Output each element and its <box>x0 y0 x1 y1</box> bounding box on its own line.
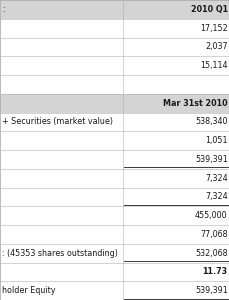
Bar <box>0 188 229 206</box>
Text: 7,324: 7,324 <box>204 174 227 183</box>
Bar <box>0 75 229 94</box>
Text: + Securities (market value): + Securities (market value) <box>2 117 113 126</box>
Text: 2,037: 2,037 <box>204 42 227 51</box>
Text: 532,068: 532,068 <box>194 249 227 258</box>
Text: 1,051: 1,051 <box>204 136 227 145</box>
Text: : (45353 shares outstanding): : (45353 shares outstanding) <box>2 249 118 258</box>
Text: 539,391: 539,391 <box>194 155 227 164</box>
Bar <box>0 262 229 281</box>
Text: Mar 31st 2010: Mar 31st 2010 <box>162 99 227 108</box>
Text: 538,340: 538,340 <box>194 117 227 126</box>
Text: 539,391: 539,391 <box>194 286 227 295</box>
Bar <box>0 281 229 300</box>
Bar <box>0 38 229 56</box>
Bar <box>0 56 229 75</box>
Text: 2010 Q1: 2010 Q1 <box>190 5 227 14</box>
Bar <box>0 244 229 262</box>
Bar <box>0 94 229 112</box>
Bar <box>0 112 229 131</box>
Text: :: : <box>2 5 5 14</box>
Bar <box>0 206 229 225</box>
Bar <box>0 131 229 150</box>
Text: 11.73: 11.73 <box>202 267 227 276</box>
Text: holder Equity: holder Equity <box>2 286 56 295</box>
Text: 17,152: 17,152 <box>199 24 227 33</box>
Text: 15,114: 15,114 <box>199 61 227 70</box>
Text: 7,324: 7,324 <box>204 192 227 201</box>
Text: 455,000: 455,000 <box>194 211 227 220</box>
Bar <box>0 150 229 169</box>
Bar <box>0 169 229 188</box>
Bar <box>0 225 229 244</box>
Bar <box>0 19 229 38</box>
Text: 77,068: 77,068 <box>199 230 227 239</box>
Bar <box>0 0 229 19</box>
